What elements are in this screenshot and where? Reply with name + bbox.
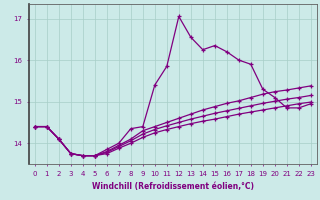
X-axis label: Windchill (Refroidissement éolien,°C): Windchill (Refroidissement éolien,°C) — [92, 183, 254, 192]
